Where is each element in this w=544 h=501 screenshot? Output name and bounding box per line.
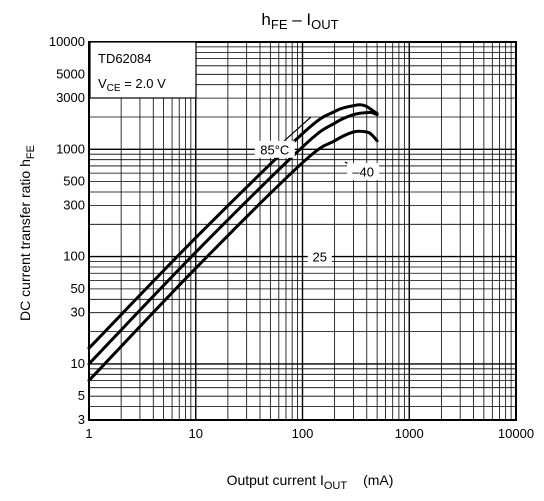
chart-title-main-subscript: FE: [271, 17, 288, 32]
condition-box-frame: [89, 41, 197, 99]
annotation-label-bg: [254, 140, 295, 158]
y-tick-label: 500: [63, 174, 85, 189]
condition-box: TD62084 VCE = 2.0 V: [89, 41, 197, 99]
vce-condition-subscript: CE: [107, 83, 121, 94]
annotation-label-bg: [347, 163, 380, 181]
y-tick-label: 30: [71, 305, 85, 320]
annotation-label: –40: [352, 165, 374, 180]
x-tick-label: 100: [292, 426, 314, 441]
series-annotations: 85°C –40 25: [254, 116, 380, 266]
vce-condition: VCE = 2.0 V: [98, 76, 166, 94]
y-tick-label: 100: [63, 249, 85, 264]
y-tick-label: 300: [63, 197, 85, 212]
annotation-label: 25: [312, 250, 326, 265]
x-tick-label: 1000: [395, 426, 424, 441]
x-axis-label: Output current IOUT (mA): [227, 472, 394, 492]
x-axis-tick-labels: 1 10 100 1000 10000: [85, 426, 534, 441]
chart-title-main: h: [261, 10, 270, 29]
y-tick-label: 10: [71, 356, 85, 371]
annotation-label-bg: [307, 248, 332, 266]
device-label: TD62084: [98, 51, 151, 66]
series-line: [87, 103, 379, 350]
x-tick-label: 10: [189, 426, 203, 441]
plot-area-frame: [88, 41, 517, 421]
y-tick-label: 10000: [49, 34, 85, 49]
chart-title-separator: – I: [288, 10, 312, 29]
x-tick-label: 1: [85, 426, 92, 441]
y-axis-label-subscript: FE: [25, 145, 37, 159]
y-axis-label: DC current transfer ratio hFE: [17, 145, 37, 321]
y-tick-label: 5000: [56, 66, 85, 81]
y-axis-label-main: DC current transfer ratio h: [17, 159, 33, 321]
y-tick-label: 5: [78, 388, 85, 403]
series-curves: [87, 103, 379, 382]
y-tick-label: 3: [78, 412, 85, 427]
x-tick-label: 10000: [498, 426, 534, 441]
series-line: [87, 110, 379, 366]
y-tick-label: 1000: [56, 141, 85, 156]
vce-condition-main: V: [98, 76, 107, 91]
x-axis-label-subscript: OUT: [324, 480, 348, 492]
x-axis-label-main: Output current I: [227, 472, 324, 488]
vce-condition-value: = 2.0 V: [121, 76, 166, 91]
y-tick-label: 50: [71, 281, 85, 296]
annotation-label: 85°C: [260, 142, 289, 157]
series-line: [87, 129, 379, 382]
y-tick-label: 3000: [56, 90, 85, 105]
chart-title-separator-subscript: OUT: [311, 17, 339, 32]
x-axis-label-unit: (mA): [363, 472, 393, 488]
chart-title: hFE – IOUT: [261, 10, 338, 32]
y-axis-tick-labels: 3 5 10 30 50 100 300 500 1000 3000 5000 10000: [49, 34, 85, 427]
